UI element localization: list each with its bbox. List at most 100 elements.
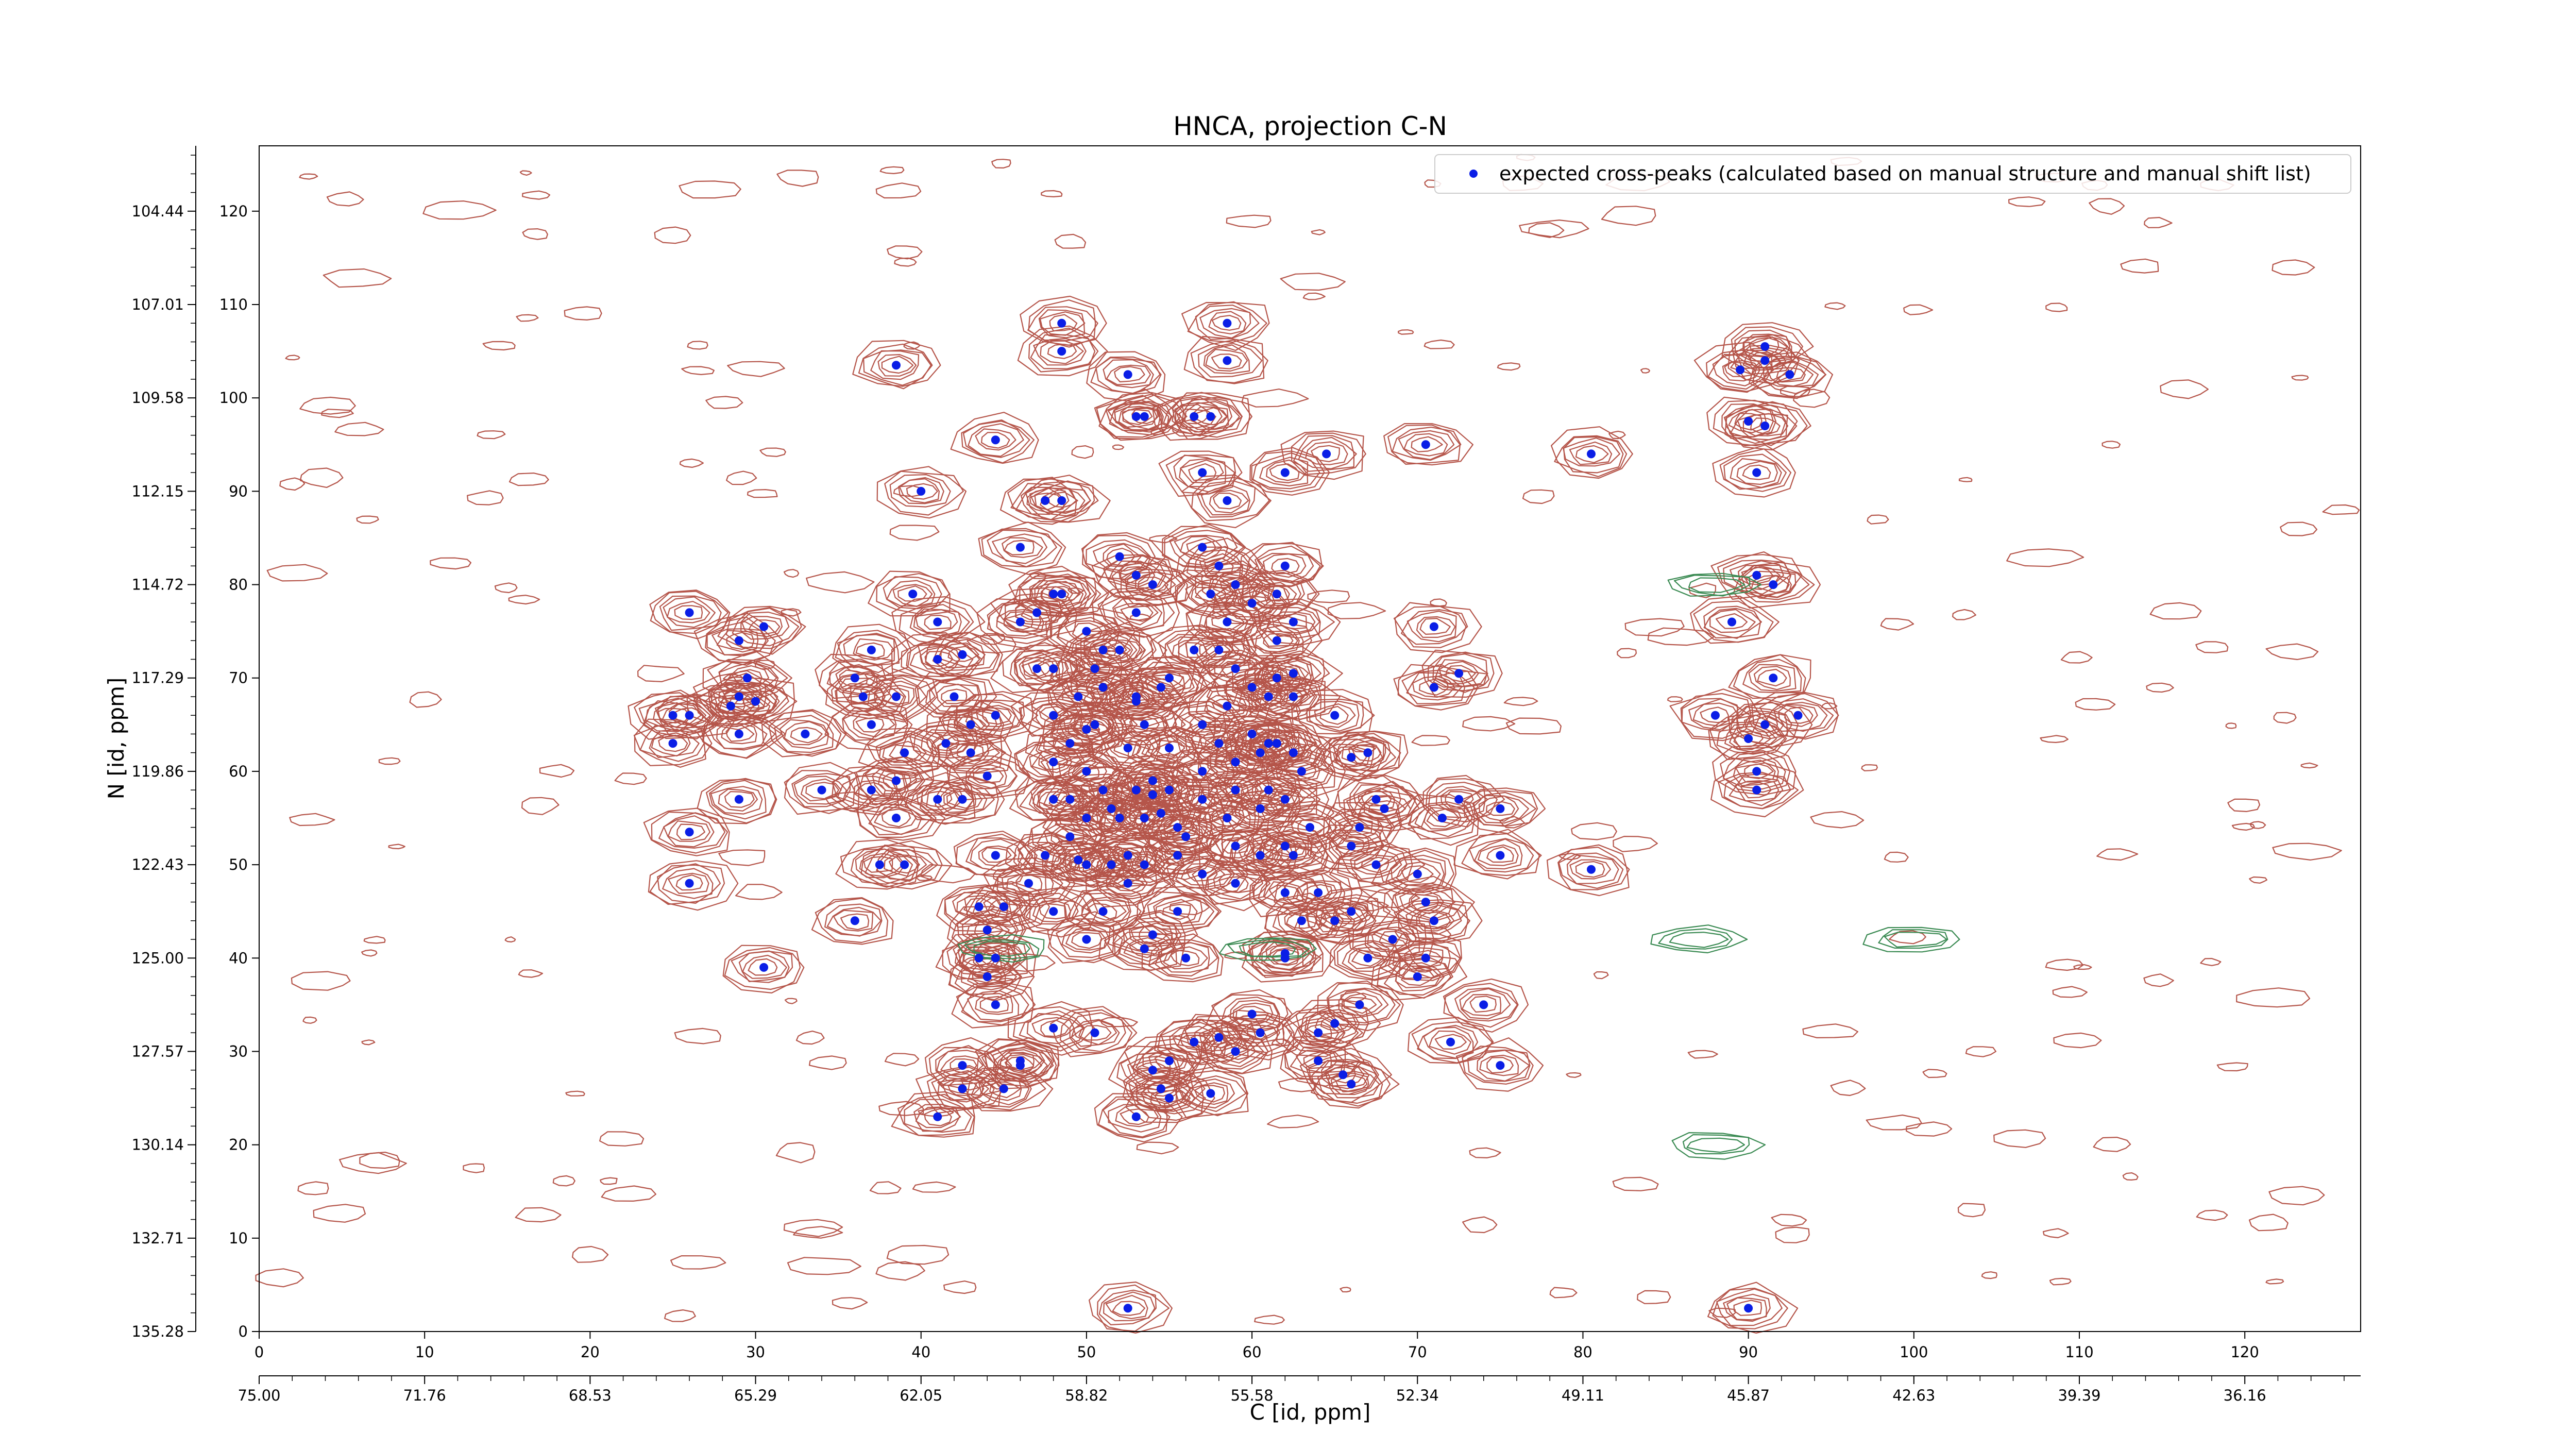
contour-ring (1460, 790, 1538, 827)
contour-ring (1145, 837, 1216, 875)
cross-peak-marker (1330, 711, 1340, 720)
contour-ring (1158, 450, 1243, 497)
noise-contour (509, 472, 549, 486)
cross-peak-marker (1090, 1028, 1099, 1037)
contour-ring (1252, 450, 1325, 493)
cross-peak-marker (1198, 767, 1207, 776)
contour-ring (1175, 1065, 1249, 1118)
contour-ring (1317, 1065, 1383, 1104)
contour-ring (1259, 457, 1309, 487)
noise-contour (2322, 504, 2360, 515)
cross-peak-marker (958, 650, 967, 659)
contour-ring (1213, 1038, 1257, 1064)
contour-ring (1290, 1046, 1345, 1073)
cross-peak-marker (1082, 724, 1091, 734)
contour-ring (837, 633, 900, 668)
cross-peak-marker (1148, 1066, 1157, 1075)
contour-ring (642, 694, 739, 739)
contour-ring (1086, 351, 1166, 403)
contour-ring (1152, 392, 1243, 441)
contour-ring (1257, 552, 1314, 583)
cross-peak-marker (900, 860, 909, 869)
contour-ring (1070, 857, 1103, 874)
contour-ring (1008, 887, 1098, 938)
contour-ring (1100, 837, 1184, 887)
noise-contour (747, 488, 778, 498)
contour-ring (1059, 848, 1100, 872)
contour-ring (1195, 585, 1227, 603)
cross-peak-marker (1454, 669, 1464, 678)
contour-ring (1087, 632, 1154, 668)
contour-ring (717, 605, 802, 655)
cross-peak-marker (1289, 669, 1298, 678)
contour-ring (1003, 611, 1042, 633)
noise-contour (356, 515, 379, 524)
noise-contour (679, 458, 704, 468)
cross-peak-marker (875, 860, 884, 869)
y-tick-label-index: 10 (229, 1229, 248, 1247)
cross-peak-marker (1280, 468, 1290, 477)
noise-contour (466, 490, 504, 506)
contour-ring (649, 864, 725, 905)
cross-peak-marker (1752, 785, 1761, 795)
noise-contour (2265, 1278, 2284, 1285)
noise-contour (1254, 1315, 1285, 1325)
noise-contour (2216, 1062, 2248, 1072)
contour-ring (1031, 1017, 1075, 1039)
cross-peak-marker (685, 828, 694, 837)
contour-ring (706, 621, 767, 656)
contour-ring (949, 952, 1022, 1001)
peak-contour-group (1669, 688, 1761, 742)
contour-ring (987, 599, 1053, 645)
cross-peak-marker (1148, 776, 1157, 785)
contour-ring (1148, 939, 1219, 980)
cross-peak-marker (1015, 1061, 1025, 1070)
contour-ring (1256, 650, 1325, 693)
contour-ring (1298, 436, 1357, 469)
contour-ring (1245, 800, 1278, 817)
noise-contour (1246, 857, 1292, 879)
contour-ring (675, 874, 703, 891)
contour-ring (651, 811, 728, 854)
y-tick-label-ppm: 112.15 (132, 482, 184, 500)
cross-peak-marker (958, 1084, 967, 1093)
contour-ring (1443, 978, 1529, 1033)
cross-peak-marker (1057, 318, 1066, 328)
noise-contour (285, 355, 300, 361)
contour-ring (926, 699, 1014, 747)
cross-peak-marker (1736, 365, 1745, 375)
cross-peak-marker (1223, 318, 1232, 328)
contour-ring (1728, 654, 1811, 703)
contour-ring (1404, 947, 1444, 969)
contour-ring (1097, 1284, 1170, 1332)
contour-ring (852, 340, 941, 387)
contour-ring (965, 761, 1018, 789)
noise-contour (1307, 589, 1350, 603)
peak-contour-group (1173, 1065, 1249, 1118)
y-tick-label-index: 120 (219, 203, 248, 220)
contour-ring (1194, 549, 1243, 583)
contour-ring (668, 872, 709, 894)
cross-peak-marker (668, 711, 677, 720)
contour-ring (1251, 874, 1322, 909)
contour-ring (924, 1108, 952, 1126)
cross-peak-marker (1496, 804, 1505, 813)
contour-ring (1087, 903, 1117, 921)
noise-contour (521, 797, 560, 815)
contour-ring (926, 776, 1005, 820)
contour-ring (961, 420, 1035, 464)
contour-ring (662, 868, 714, 899)
contour-ring (1052, 754, 1123, 787)
contour-ring (1156, 395, 1232, 435)
cross-peak-marker (982, 972, 992, 981)
noise-contour (725, 470, 757, 485)
contour-ring (1165, 454, 1236, 495)
contour-ring (1703, 608, 1762, 639)
peak-contour-group (1291, 688, 1375, 741)
noise-contour (886, 1244, 950, 1265)
contour-ring (1263, 633, 1294, 649)
peak-contour-group (1690, 595, 1780, 644)
peak-contour-group (1158, 450, 1243, 497)
contour-ring (1211, 699, 1240, 714)
cross-peak-marker (1140, 720, 1149, 729)
